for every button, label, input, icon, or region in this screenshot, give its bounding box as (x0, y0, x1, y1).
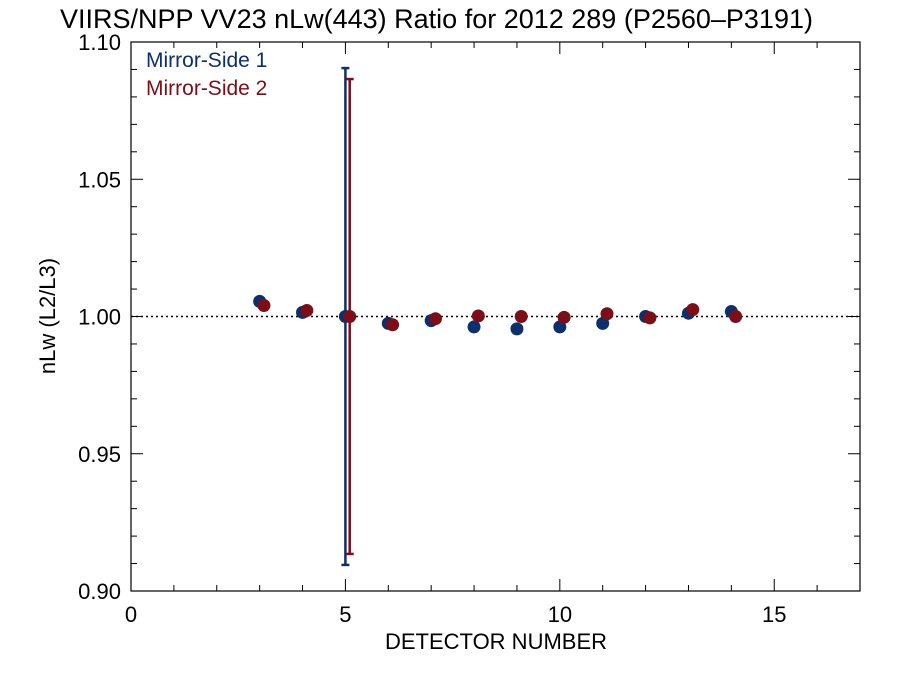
y-axis-label: nLw (L2/L3) (35, 258, 60, 374)
data-point-series-2 (686, 303, 700, 317)
data-point-series-2 (300, 303, 314, 317)
data-point-series-2 (257, 299, 271, 313)
plot-frame (130, 41, 861, 592)
x-tick-label: 0 (125, 602, 137, 627)
data-point-series-2 (600, 307, 614, 321)
legend-entry: Mirror-Side 1 (146, 49, 267, 72)
legend-entry: Mirror-Side 2 (146, 77, 267, 100)
x-axis-label: DETECTOR NUMBER (385, 629, 607, 654)
data-point-series-1 (467, 320, 481, 334)
x-tick-label: 15 (762, 602, 786, 627)
data-point-series-2 (386, 318, 400, 332)
data-point-series-1 (510, 322, 524, 336)
x-tick-label: 5 (339, 602, 351, 627)
data-point-series-2 (557, 310, 571, 324)
data-point-series-2 (343, 310, 357, 323)
data-point-series-2 (514, 310, 528, 323)
data-point-series-2 (471, 309, 485, 323)
y-tick-label: 0.95 (78, 442, 121, 467)
legend: Mirror-Side 1 Mirror-Side 2 (146, 49, 267, 100)
y-tick-label: 1.10 (78, 30, 121, 55)
chart-title: VIIRS/NPP VV23 nLw(443) Ratio for 2012 2… (60, 4, 813, 34)
y-tick-label: 1.05 (78, 167, 121, 192)
x-tick-label: 10 (548, 602, 572, 627)
data-point-series-2 (643, 311, 657, 325)
y-tick-label: 1.00 (78, 305, 121, 330)
x-tick-labels: 0 5 10 15 (125, 602, 787, 627)
data-point-series-2 (729, 310, 743, 323)
axis-ticks (130, 41, 861, 592)
data-point-series-2 (428, 312, 442, 326)
y-tick-label: 0.90 (78, 579, 121, 604)
data-points (253, 294, 743, 336)
y-tick-labels: 0.90 0.95 1.00 1.05 1.10 (78, 30, 121, 604)
